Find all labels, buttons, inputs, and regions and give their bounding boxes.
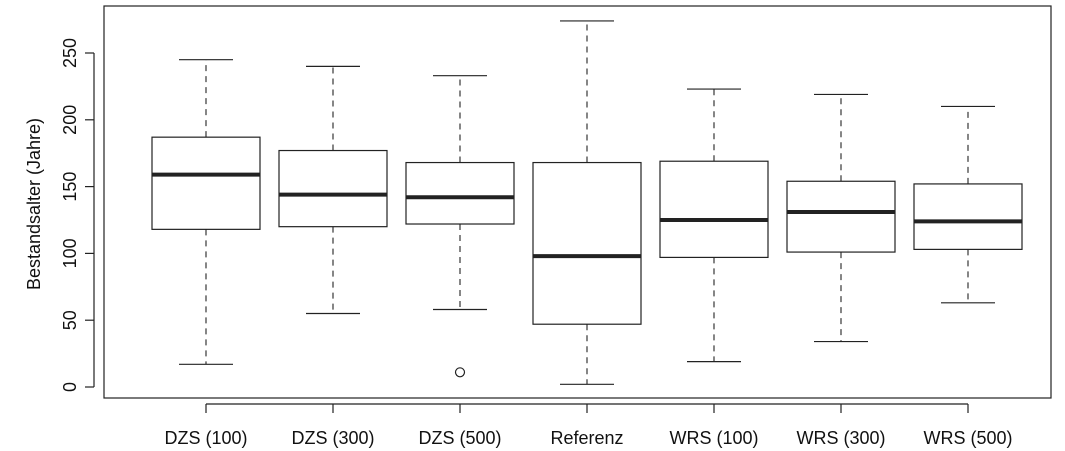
x-tick-label: Referenz [550, 428, 623, 448]
y-tick-label: 200 [60, 105, 80, 135]
box-iqr [532, 161, 642, 325]
y-tick-label: 50 [60, 310, 80, 330]
box-iqr [278, 149, 388, 228]
box-iqr [786, 180, 896, 253]
x-tick-label: DZS (100) [164, 428, 247, 448]
y-axis-title: Bestandsalter (Jahre) [24, 118, 44, 290]
x-tick-label: DZS (500) [418, 428, 501, 448]
outlier-point [454, 367, 466, 378]
y-tick-label: 100 [60, 238, 80, 268]
x-tick-label: WRS (300) [796, 428, 885, 448]
x-tick-label: WRS (100) [669, 428, 758, 448]
y-tick-label: 250 [60, 38, 80, 68]
box-iqr [659, 160, 769, 259]
y-tick-label: 150 [60, 172, 80, 202]
plot-frame [103, 5, 1052, 399]
box-iqr [913, 183, 1023, 250]
y-tick-label: 0 [60, 382, 80, 392]
box-iqr [405, 161, 515, 225]
box-iqr [151, 136, 261, 230]
x-tick-label: WRS (500) [923, 428, 1012, 448]
x-tick-label: DZS (300) [291, 428, 374, 448]
